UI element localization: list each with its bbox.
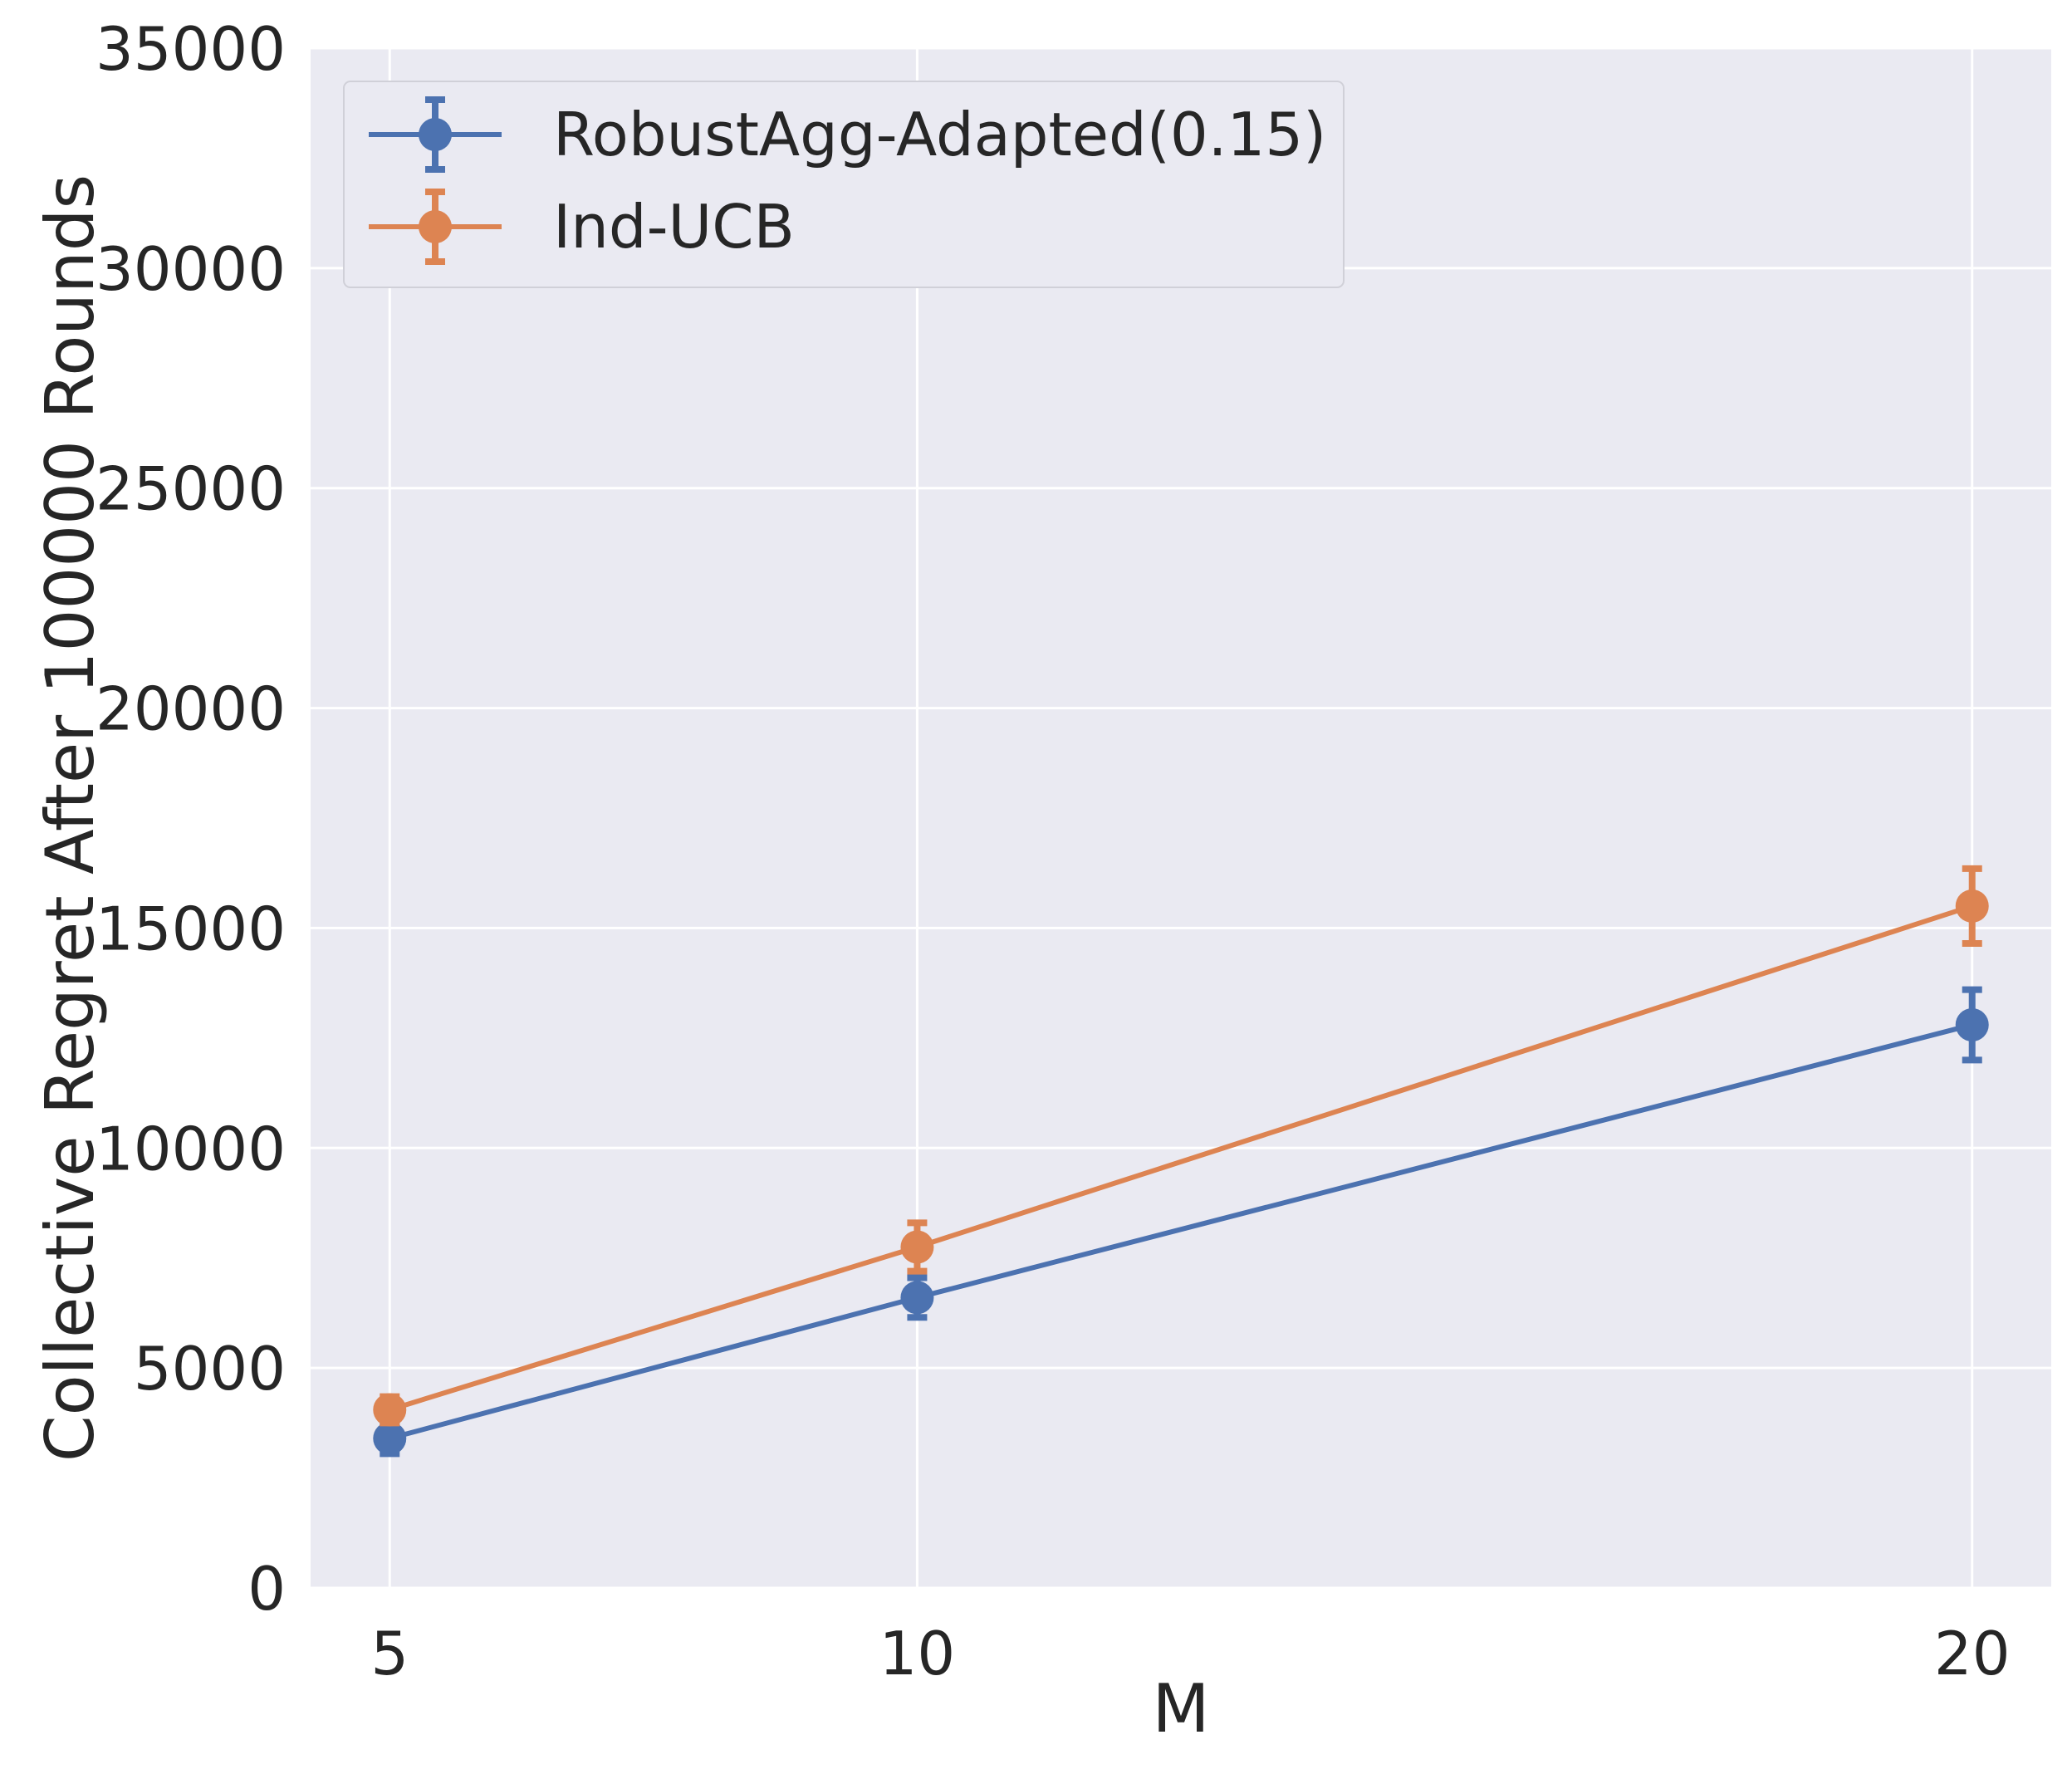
series-0 xyxy=(373,986,1989,1458)
y-tick-label: 30000 xyxy=(96,234,286,304)
legend-label-robustagg: RobustAgg-Adapted(0.15) xyxy=(553,100,1326,169)
data-point xyxy=(900,1230,934,1264)
legend-entry-robustagg: RobustAgg-Adapted(0.15) xyxy=(369,96,1326,173)
legend-label-ind-ucb: Ind-UCB xyxy=(553,192,795,262)
legend: RobustAgg-Adapted(0.15) Ind-UCB xyxy=(343,81,1345,288)
x-gridlines xyxy=(388,48,1974,1588)
y-tick-label: 5000 xyxy=(134,1334,286,1404)
legend-entry-ind-ucb: Ind-UCB xyxy=(369,189,795,265)
data-point xyxy=(373,1393,407,1427)
x-tick-label: 10 xyxy=(879,1619,956,1688)
legend-box xyxy=(343,81,1345,288)
y-tick-label: 35000 xyxy=(96,14,286,84)
x-axis-label: M xyxy=(1152,1670,1209,1747)
data-point xyxy=(1955,889,1989,923)
y-tick-label: 20000 xyxy=(96,674,286,744)
x-tick-labels: 5 10 20 xyxy=(370,1619,2010,1688)
data-point xyxy=(900,1281,934,1315)
legend-marker-robustagg xyxy=(419,118,452,151)
x-tick-label: 5 xyxy=(370,1619,409,1688)
y-tick-label: 25000 xyxy=(96,454,286,524)
legend-marker-ind-ucb xyxy=(419,210,452,243)
y-axis-label: Collective Regret After 100000 Rounds xyxy=(32,174,109,1462)
plot-area xyxy=(311,48,2051,1588)
y-tick-label: 0 xyxy=(247,1554,286,1624)
y-tick-labels: 0 5000 10000 15000 20000 25000 30000 35000 xyxy=(96,14,286,1624)
data-point xyxy=(373,1421,407,1455)
series-layer xyxy=(373,865,1989,1458)
data-point xyxy=(1955,1007,1989,1041)
x-tick-label: 20 xyxy=(1934,1619,2011,1688)
y-tick-label: 15000 xyxy=(96,894,286,963)
series-1 xyxy=(373,865,1989,1427)
y-tick-label: 10000 xyxy=(96,1114,286,1183)
